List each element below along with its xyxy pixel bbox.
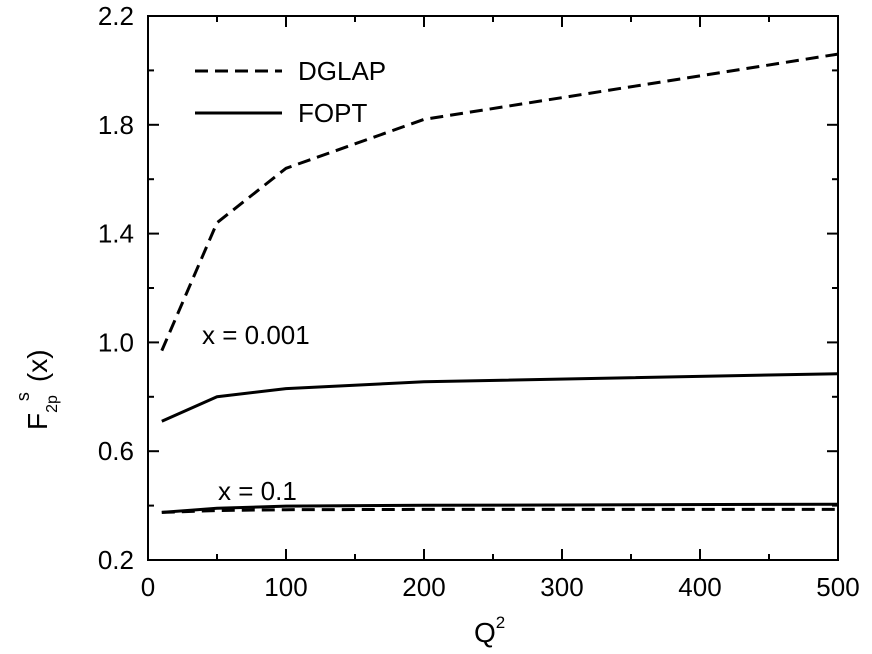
y-axis-title-arg: (x) (22, 349, 53, 382)
legend-label-dglap: DGLAP (298, 56, 386, 86)
series-line-fopt-2 (161, 502, 839, 514)
legend-label-fopt: FOPT (298, 98, 367, 128)
x-tick-label: 400 (678, 572, 721, 602)
y-tick-label: 1.0 (98, 327, 134, 357)
y-tick-label: 1.8 (98, 110, 134, 140)
series-line-dglap-0 (160, 52, 839, 352)
x-axis-title-sup: 2 (496, 613, 505, 632)
y-axis-title-sub: 2p (44, 395, 61, 413)
svg-text:F2ps(x): F2p s (x) (13, 349, 61, 430)
series-layer (160, 52, 839, 514)
x-axis-title-base: Q (474, 617, 496, 648)
annotation-x-01: x = 0.1 (218, 476, 297, 506)
x-tick-labels: 0 100 200 300 400 500 (141, 572, 860, 602)
x-tick-label: 0 (141, 572, 155, 602)
y-axis-title-base: F (22, 413, 53, 430)
x-tick-label: 300 (540, 572, 583, 602)
x-tick-label: 200 (402, 572, 445, 602)
y-tick-label: 2.2 (98, 1, 134, 31)
x-axis-title: Q2 (474, 613, 505, 648)
annotation-x-0001: x = 0.001 (202, 320, 310, 350)
y-axis-title: F2p s (x) (13, 349, 61, 430)
y-axis-title-sup: s (13, 392, 33, 401)
series-line-dglap-3 (161, 507, 838, 514)
x-tick-label: 500 (816, 572, 859, 602)
y-tick-label: 1.4 (98, 219, 134, 249)
x-tick-label: 100 (264, 572, 307, 602)
y-tick-label: 0.2 (98, 545, 134, 575)
legend: DGLAP FOPT (195, 56, 386, 128)
y-tick-labels: 0.2 0.6 1.0 1.4 1.8 2.2 (98, 1, 134, 575)
series-line-fopt-1 (161, 372, 839, 423)
y-tick-label: 0.6 (98, 436, 134, 466)
axis-ticks (147, 15, 839, 561)
